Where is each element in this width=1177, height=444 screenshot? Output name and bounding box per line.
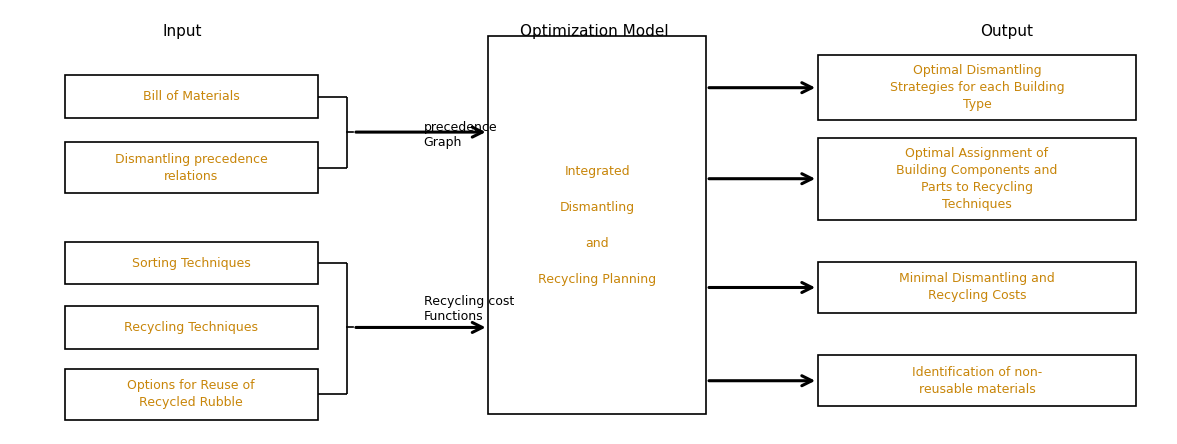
Text: Output: Output bbox=[979, 24, 1033, 39]
Text: Optimal Assignment of
Building Components and
Parts to Recycling
Techniques: Optimal Assignment of Building Component… bbox=[896, 147, 1058, 211]
FancyBboxPatch shape bbox=[818, 355, 1136, 406]
FancyBboxPatch shape bbox=[65, 306, 318, 349]
FancyBboxPatch shape bbox=[488, 36, 706, 414]
Text: Bill of Materials: Bill of Materials bbox=[142, 90, 240, 103]
Text: Identification of non-
reusable materials: Identification of non- reusable material… bbox=[912, 366, 1042, 396]
FancyBboxPatch shape bbox=[65, 75, 318, 118]
Text: precedence
Graph: precedence Graph bbox=[424, 121, 498, 150]
Text: Recycling Techniques: Recycling Techniques bbox=[125, 321, 258, 334]
FancyBboxPatch shape bbox=[818, 56, 1136, 120]
Text: Dismantling precedence
relations: Dismantling precedence relations bbox=[115, 153, 267, 182]
FancyBboxPatch shape bbox=[818, 138, 1136, 220]
FancyBboxPatch shape bbox=[65, 142, 318, 193]
FancyBboxPatch shape bbox=[65, 369, 318, 420]
Text: Recycling cost
Functions: Recycling cost Functions bbox=[424, 294, 514, 323]
Text: Input: Input bbox=[162, 24, 202, 39]
Text: Optimal Dismantling
Strategies for each Building
Type: Optimal Dismantling Strategies for each … bbox=[890, 64, 1064, 111]
Text: Integrated

Dismantling

and

Recycling Planning: Integrated Dismantling and Recycling Pla… bbox=[538, 165, 657, 285]
FancyBboxPatch shape bbox=[65, 242, 318, 284]
Text: Sorting Techniques: Sorting Techniques bbox=[132, 257, 251, 270]
Text: Options for Reuse of
Recycled Rubble: Options for Reuse of Recycled Rubble bbox=[127, 379, 255, 409]
Text: Minimal Dismantling and
Recycling Costs: Minimal Dismantling and Recycling Costs bbox=[899, 273, 1055, 302]
Text: Optimization Model: Optimization Model bbox=[520, 24, 669, 39]
FancyBboxPatch shape bbox=[818, 262, 1136, 313]
